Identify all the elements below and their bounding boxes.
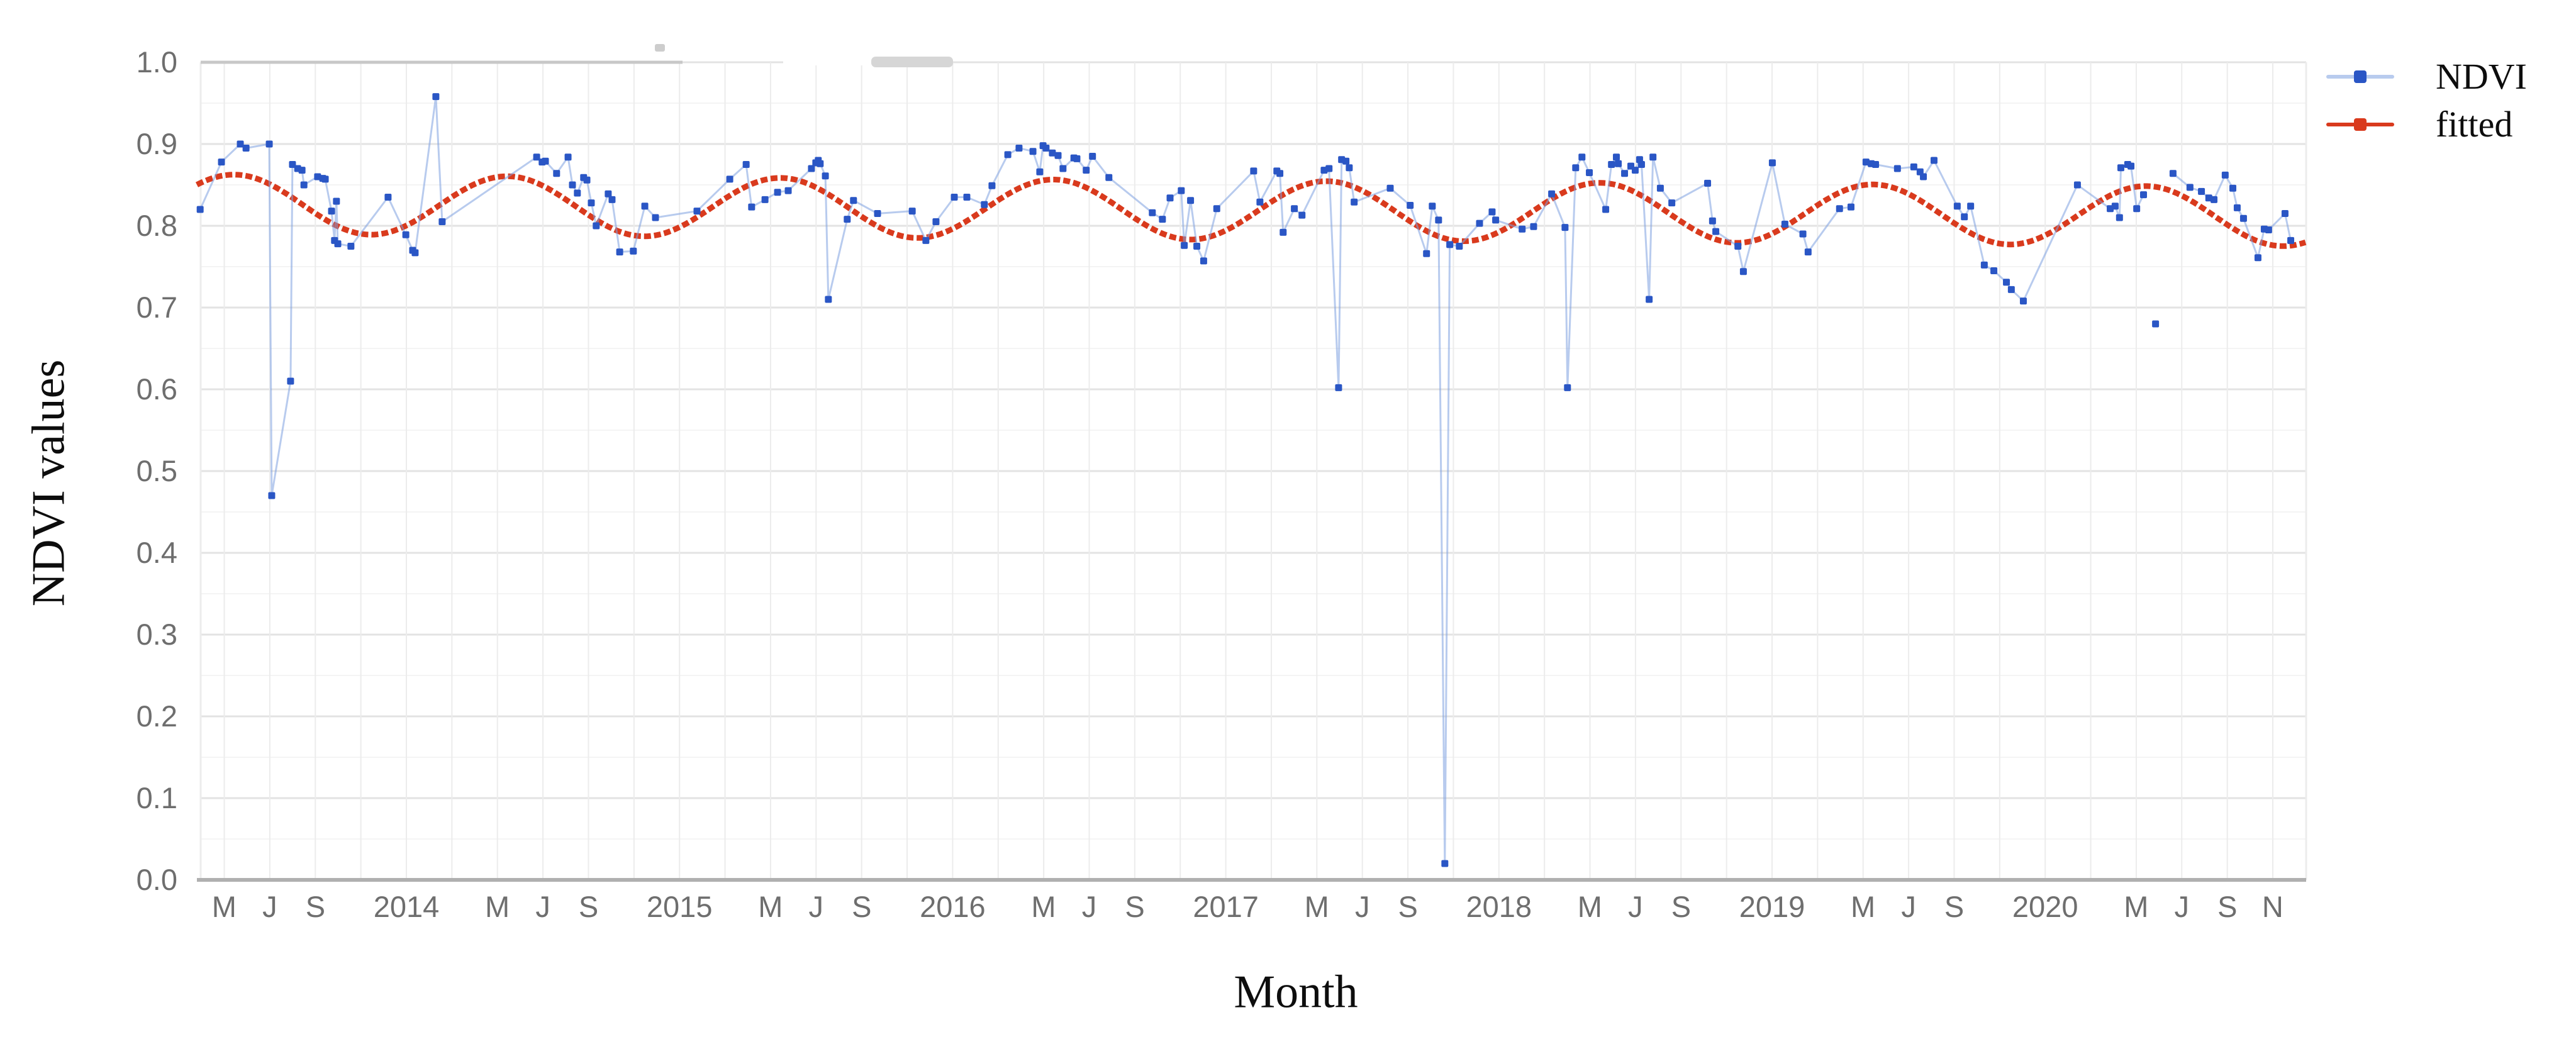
- svg-text:2019: 2019: [1739, 890, 1805, 923]
- svg-text:S: S: [306, 890, 325, 923]
- ndvi-dot-swatch: [2354, 70, 2367, 83]
- fitted-dot-swatch: [2354, 118, 2367, 131]
- svg-text:0.4: 0.4: [137, 536, 177, 569]
- svg-text:J: J: [1082, 890, 1097, 923]
- svg-text:J: J: [1628, 890, 1643, 923]
- svg-text:J: J: [809, 890, 824, 923]
- svg-text:2016: 2016: [920, 890, 986, 923]
- svg-text:0.1: 0.1: [137, 781, 177, 814]
- svg-text:0.8: 0.8: [137, 209, 177, 242]
- svg-text:M: M: [758, 890, 783, 923]
- svg-text:S: S: [1398, 890, 1418, 923]
- svg-text:1.0: 1.0: [137, 45, 177, 79]
- svg-text:M: M: [1031, 890, 1056, 923]
- svg-text:0.0: 0.0: [137, 863, 177, 896]
- svg-text:S: S: [2217, 890, 2237, 923]
- svg-text:0.7: 0.7: [137, 291, 177, 324]
- legend-label-fitted: fitted: [2436, 104, 2513, 145]
- svg-text:M: M: [212, 890, 237, 923]
- svg-text:J: J: [1355, 890, 1370, 923]
- svg-text:S: S: [1125, 890, 1144, 923]
- ndvi-series-marker-icon: [2326, 69, 2394, 84]
- svg-text:2020: 2020: [2012, 890, 2078, 923]
- svg-text:0.2: 0.2: [137, 699, 177, 733]
- svg-text:M: M: [1851, 890, 1875, 923]
- svg-text:J: J: [2175, 890, 2190, 923]
- legend-item-ndvi: NDVI: [2326, 53, 2527, 101]
- svg-text:0.3: 0.3: [137, 618, 177, 651]
- svg-text:2018: 2018: [1466, 890, 1532, 923]
- svg-text:2017: 2017: [1193, 890, 1259, 923]
- svg-text:0.5: 0.5: [137, 454, 177, 487]
- fitted-series-marker-icon: [2326, 117, 2394, 132]
- y-axis-title: NDVI values: [23, 359, 75, 607]
- svg-text:J: J: [262, 890, 277, 923]
- svg-text:M: M: [485, 890, 510, 923]
- svg-text:S: S: [1671, 890, 1691, 923]
- svg-text:N: N: [2262, 890, 2283, 923]
- svg-text:M: M: [1305, 890, 1329, 923]
- svg-text:2015: 2015: [647, 890, 713, 923]
- svg-text:2014: 2014: [374, 890, 440, 923]
- svg-text:S: S: [852, 890, 871, 923]
- legend-label-ndvi: NDVI: [2436, 56, 2527, 97]
- svg-text:0.6: 0.6: [137, 372, 177, 406]
- legend: NDVI fitted: [2326, 53, 2527, 148]
- legend-item-fitted: fitted: [2326, 101, 2527, 148]
- svg-text:M: M: [2124, 890, 2148, 923]
- svg-text:J: J: [535, 890, 550, 923]
- x-axis-title: Month: [1234, 966, 1358, 1018]
- svg-text:0.9: 0.9: [137, 127, 177, 160]
- svg-text:S: S: [1944, 890, 1964, 923]
- svg-text:J: J: [1901, 890, 1916, 923]
- svg-text:M: M: [1578, 890, 1602, 923]
- svg-text:S: S: [579, 890, 598, 923]
